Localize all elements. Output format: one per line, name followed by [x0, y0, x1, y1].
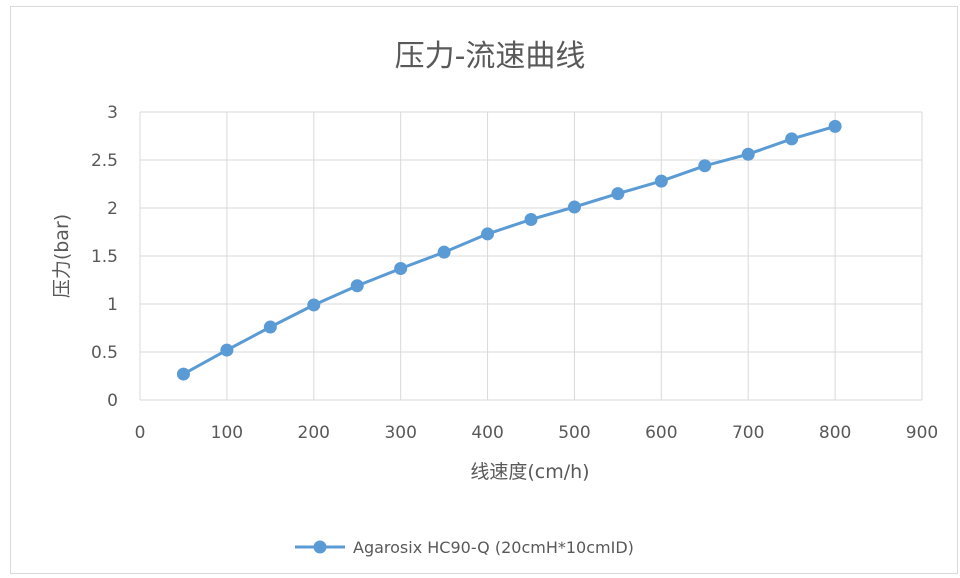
- data-point: [350, 279, 364, 293]
- data-point: [307, 298, 321, 312]
- gridlines: [139, 111, 923, 401]
- y-tick-label: 3: [107, 103, 118, 123]
- chart-title: 压力-流速曲线: [395, 39, 586, 74]
- series-layer: [176, 119, 842, 381]
- data-point: [394, 261, 408, 275]
- x-tick-label: 900: [906, 423, 938, 443]
- legend-marker-swatch: [313, 540, 327, 554]
- legend: Agarosix HC90-Q (20cmH*10cmID): [295, 538, 634, 557]
- y-tick-label: 2.5: [91, 151, 118, 171]
- y-tick-label: 1.5: [91, 247, 118, 267]
- x-tick-label: 200: [298, 423, 330, 443]
- x-tick-label: 400: [471, 423, 503, 443]
- data-point: [220, 343, 234, 357]
- y-tick-label: 1: [107, 295, 118, 315]
- data-point: [698, 159, 712, 173]
- x-tick-label: 800: [819, 423, 851, 443]
- data-point: [263, 320, 277, 334]
- data-point: [611, 187, 625, 201]
- data-point: [437, 245, 451, 259]
- chart-frame: [10, 6, 958, 574]
- x-tick-label: 0: [135, 423, 146, 443]
- data-point: [785, 132, 799, 146]
- data-point: [176, 367, 190, 381]
- data-point: [654, 174, 668, 188]
- data-point: [524, 213, 538, 227]
- y-tick-label: 0: [107, 391, 118, 411]
- x-tick-labels: 0 100 200 300 400 500 600 700 800 900: [135, 423, 939, 443]
- x-tick-label: 700: [732, 423, 764, 443]
- y-axis-title: 压力(bar): [51, 214, 73, 298]
- y-tick-label: 0.5: [91, 343, 118, 363]
- data-point: [481, 227, 495, 241]
- x-tick-label: 300: [384, 423, 416, 443]
- legend-label: Agarosix HC90-Q (20cmH*10cmID): [353, 538, 634, 557]
- x-axis-title: 线速度(cm/h): [470, 461, 589, 483]
- data-point: [741, 147, 755, 161]
- x-tick-label: 500: [558, 423, 590, 443]
- x-tick-label: 100: [211, 423, 243, 443]
- y-tick-label: 2: [107, 199, 118, 219]
- data-point: [567, 200, 581, 214]
- x-tick-label: 600: [645, 423, 677, 443]
- data-point: [828, 119, 842, 133]
- y-tick-labels: 0 0.5 1 1.5 2 2.5 3: [91, 103, 118, 411]
- series-line: [182, 124, 836, 376]
